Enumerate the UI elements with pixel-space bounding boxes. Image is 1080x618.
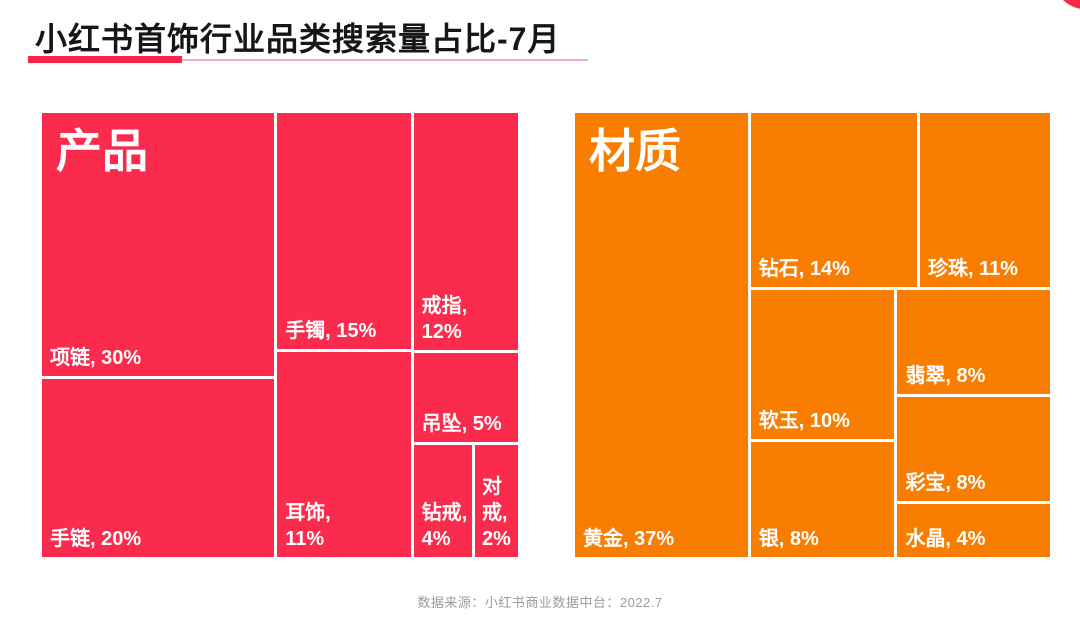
cell-label-couple-ring: 对戒, 2% xyxy=(481,475,511,550)
product-treemap: 产品 项链, 30% 手链, 20% 手镯, 15% 耳饰, 11% 戒指, 1… xyxy=(42,113,519,557)
product-column-3: 戒指, 12% 吊坠, 5% 钻戒, 4% 对戒, 2% xyxy=(413,113,519,557)
cell-earrings: 耳饰, 11% xyxy=(277,351,411,557)
cell-crystal: 水晶, 4% xyxy=(897,503,1050,558)
product-treemap-title: 产品 xyxy=(56,125,148,177)
cell-label-bracelet: 手链, 20% xyxy=(50,528,142,550)
material-bottom-row: 软玉, 10% 银, 8% 翡翠, 8% 彩宝, 8% 水晶, 4% xyxy=(750,289,1050,558)
cell-diamond: 钻石, 14% xyxy=(750,113,917,287)
cell-label-jadeite: 翡翠, 8% xyxy=(905,364,986,387)
cell-label-silver: 银, 8% xyxy=(758,528,819,550)
material-right-region: 钻石, 14% 珍珠, 11% 软玉, 10% 银, 8% 翡翠, 8% xyxy=(750,113,1050,558)
cell-pearl: 珍珠, 11% xyxy=(919,113,1050,287)
material-treemap: 材质 黄金, 37% 钻石, 14% 珍珠, 11% 软玉, 10% 银, 8% xyxy=(575,113,1050,558)
product-column-2: 手镯, 15% 耳饰, 11% xyxy=(277,113,411,557)
cell-bangle: 手镯, 15% xyxy=(277,113,411,349)
cell-necklace: 产品 项链, 30% xyxy=(42,113,275,377)
cell-couple-ring: 对戒, 2% xyxy=(474,444,519,557)
cell-label-crystal: 水晶, 4% xyxy=(905,528,986,551)
cell-label-diamond: 钻石, 14% xyxy=(758,257,850,280)
material-treemap-title: 材质 xyxy=(589,125,681,177)
material-right-column: 翡翠, 8% 彩宝, 8% 水晶, 4% xyxy=(897,289,1050,558)
cell-jadeite: 翡翠, 8% xyxy=(897,289,1050,394)
cell-silver: 银, 8% xyxy=(750,442,895,557)
page-title: 小红书首饰行业品类搜索量占比-7月 xyxy=(35,21,561,57)
corner-decoration-icon xyxy=(1055,0,1080,10)
cell-label-pearl: 珍珠, 11% xyxy=(927,257,1018,280)
cell-ring: 戒指, 12% xyxy=(413,113,519,350)
product-bottom-row: 钻戒, 4% 对戒, 2% xyxy=(413,444,519,557)
cell-label-nephrite: 软玉, 10% xyxy=(758,410,850,433)
cell-label-bangle: 手镯, 15% xyxy=(285,319,377,342)
cell-diamond-ring: 钻戒, 4% xyxy=(413,444,472,557)
title-underline-thick xyxy=(28,56,182,63)
cell-label-gold: 黄金, 37% xyxy=(583,528,675,550)
cell-pendant: 吊坠, 5% xyxy=(413,352,519,442)
cell-label-necklace: 项链, 30% xyxy=(50,347,142,370)
cell-colored-gems: 彩宝, 8% xyxy=(897,396,1050,501)
cell-label-colored-gems: 彩宝, 8% xyxy=(905,471,986,494)
product-column-1: 产品 项链, 30% 手链, 20% xyxy=(42,113,275,557)
title-underline-thin xyxy=(28,59,588,61)
cell-label-earrings: 耳饰, 11% xyxy=(285,502,331,550)
cell-bracelet: 手链, 20% xyxy=(42,379,275,557)
data-source-note: 数据来源：小红书商业数据中台：2022.7 xyxy=(417,595,663,610)
cell-gold: 材质 黄金, 37% xyxy=(575,113,748,557)
material-middle-column: 软玉, 10% 银, 8% xyxy=(750,289,895,557)
cell-label-pendant: 吊坠, 5% xyxy=(421,412,502,435)
cell-nephrite: 软玉, 10% xyxy=(750,289,895,440)
material-top-row: 钻石, 14% 珍珠, 11% xyxy=(750,113,1050,287)
cell-label-ring: 戒指, 12% xyxy=(421,294,468,343)
cell-label-diamond-ring: 钻戒, 4% xyxy=(421,501,468,550)
